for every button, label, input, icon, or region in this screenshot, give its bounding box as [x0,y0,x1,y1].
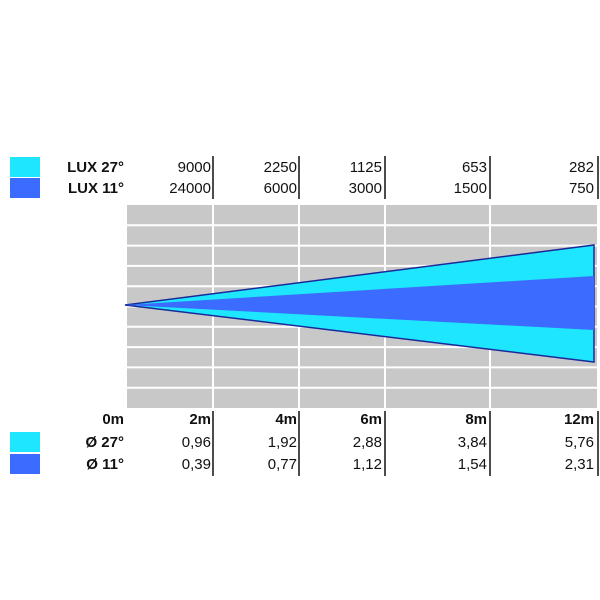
lux-value: 282 [569,159,594,176]
diameter-value: 1,92 [268,434,297,451]
diameter-value: 0,39 [182,456,211,473]
lux-swatch-27 [10,157,40,177]
lux-value: 653 [462,159,487,176]
lux-value: 1125 [350,159,382,176]
diameter-value: 1,54 [458,456,487,473]
lux-value: 9000 [178,159,211,176]
diameter-value: 0,96 [182,434,211,451]
beam-cones [124,244,595,363]
lux-value: 6000 [264,180,297,197]
beam-11-cone [125,276,594,330]
diameter-value: 2,88 [353,434,382,451]
diameter-row-label: Ø 11° [86,456,124,473]
distance-header: 12m [564,411,594,428]
lux-row-label: LUX 11° [68,180,124,197]
diameter-swatch-11 [10,454,40,474]
diameter-value: 3,84 [458,434,487,451]
diameter-value: 1,12 [353,456,382,473]
diameter-value: 2,31 [565,456,594,473]
lux-value: 1500 [454,180,487,197]
diameter-swatch-27 [10,432,40,452]
photometric-tables: LUX 27° 9000 2250 1125 653 282 LUX 11° 24000 600… [10,156,599,476]
lux-value: 2250 [264,159,297,176]
diameter-value: 0,77 [268,456,297,473]
lux-row-label: LUX 27° [67,159,124,176]
diameter-value: 5,76 [565,434,594,451]
distance-header: 8m [465,411,487,428]
lux-value: 750 [569,180,594,197]
lux-swatch-11 [10,178,40,198]
distance-header-origin: 0m [102,411,124,428]
distance-header: 6m [360,411,382,428]
lux-value: 24000 [169,180,211,197]
distance-header: 4m [275,411,297,428]
lux-value: 3000 [349,180,382,197]
diameter-row-label: Ø 27° [85,434,124,451]
distance-header: 2m [189,411,211,428]
